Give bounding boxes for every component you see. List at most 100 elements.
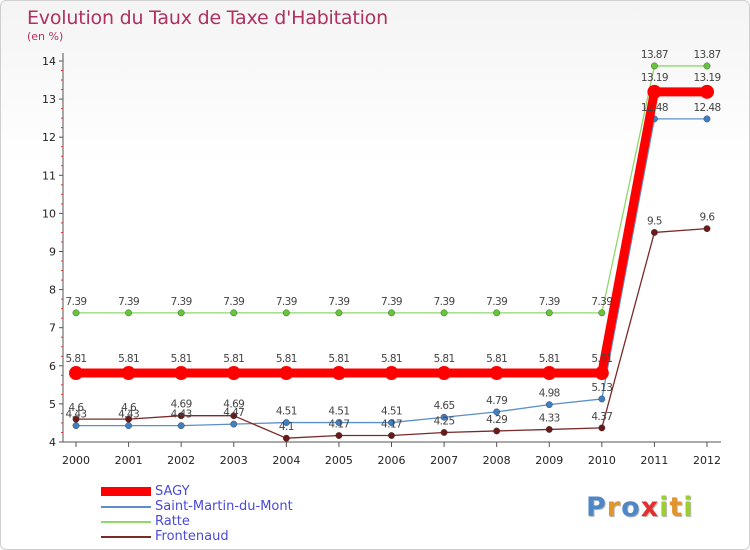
legend-swatch [101,487,151,496]
data-point-sagy [647,85,661,99]
data-point-saint-martin-du-mont [125,422,131,428]
data-label-ratte: 7.39 [328,296,349,308]
x-tick-label: 2011 [640,454,668,467]
data-label-saint-martin-du-mont: 5.13 [591,382,612,394]
legend-label: Saint-Martin-du-Mont [155,499,293,514]
data-point-saint-martin-du-mont [599,396,605,402]
logo-letter: x [641,492,659,523]
data-label-frontenaud: 9.6 [700,212,716,224]
data-label-ratte: 7.39 [118,296,139,308]
data-label-frontenaud: 4.69 [223,399,244,411]
data-point-ratte [73,310,79,316]
legend-swatch [101,536,151,538]
x-tick-label: 2001 [115,454,143,467]
y-tick-label: 4 [49,436,56,449]
y-tick-label: 6 [49,360,56,373]
data-label-frontenaud: 4.17 [381,419,402,431]
y-tick-label: 11 [42,169,56,182]
data-point-sagy [542,366,556,380]
data-label-ratte: 7.39 [434,296,455,308]
x-tick-label: 2005 [325,454,353,467]
data-label-sagy: 5.81 [276,353,297,365]
x-tick-label: 2009 [535,454,563,467]
legend-label: SAGY [155,484,190,499]
data-label-sagy: 5.81 [118,353,139,365]
legend-swatch [101,521,151,523]
logo-letter: i [683,492,693,523]
data-point-sagy [490,366,504,380]
y-tick-label: 5 [49,398,56,411]
data-label-frontenaud: 4.69 [171,399,192,411]
x-tick-label: 2004 [272,454,300,467]
data-point-frontenaud [441,429,447,435]
data-point-sagy [174,366,188,380]
data-point-saint-martin-du-mont [546,401,552,407]
data-point-ratte [388,310,394,316]
y-tick-label: 7 [49,322,56,335]
logo-letter: P [586,492,607,523]
data-point-sagy [122,366,136,380]
data-point-ratte [178,310,184,316]
data-point-sagy [227,366,241,380]
data-point-ratte [336,310,342,316]
data-label-ratte: 7.39 [171,296,192,308]
legend-swatch [101,506,151,508]
data-point-frontenaud [493,428,499,434]
data-label-sagy: 5.81 [591,353,612,365]
data-point-sagy [69,366,83,380]
data-point-sagy [385,366,399,380]
data-label-ratte: 7.39 [66,296,87,308]
data-label-saint-martin-du-mont: 4.79 [486,395,507,407]
data-point-frontenaud [336,432,342,438]
data-label-sagy: 5.81 [171,353,192,365]
x-tick-label: 2012 [693,454,721,467]
proxiti-logo: Proxiti [586,492,694,523]
legend-label: Frontenaud [155,529,229,544]
data-label-frontenaud: 4.6 [121,402,137,414]
data-label-frontenaud: 4.6 [69,402,85,414]
data-point-frontenaud [283,435,289,441]
data-label-saint-martin-du-mont: 4.51 [328,406,349,418]
data-point-sagy [332,366,346,380]
data-label-sagy: 5.81 [486,353,507,365]
logo-letter: o [621,492,641,523]
data-label-saint-martin-du-mont: 4.51 [381,406,402,418]
data-label-ratte: 7.39 [539,296,560,308]
data-label-sagy: 5.81 [539,353,560,365]
data-point-saint-martin-du-mont [73,422,79,428]
data-label-sagy: 5.81 [434,353,455,365]
y-tick-label: 10 [42,207,56,220]
series-line-ratte [76,66,707,313]
data-point-ratte [599,310,605,316]
data-point-saint-martin-du-mont [178,422,184,428]
data-point-saint-martin-du-mont [231,421,237,427]
data-label-sagy: 13.19 [693,72,720,84]
logo-letter: r [607,492,621,523]
data-label-frontenaud: 4.17 [328,419,349,431]
data-point-sagy [700,85,714,99]
data-label-saint-martin-du-mont: 4.51 [276,406,297,418]
x-tick-label: 2006 [378,454,406,467]
data-point-ratte [283,310,289,316]
data-label-frontenaud: 4.1 [279,421,294,433]
data-point-frontenaud [546,426,552,432]
data-point-ratte [441,310,447,316]
data-point-sagy [595,366,609,380]
data-label-ratte: 7.39 [276,296,297,308]
line-chart: 45678910111213142000 2001 2002 2003 2004 2005… [1,1,749,549]
data-label-sagy: 13.19 [641,72,668,84]
data-label-saint-martin-du-mont: 12.48 [693,102,720,114]
data-label-frontenaud: 4.29 [486,414,507,426]
data-point-ratte [231,310,237,316]
x-tick-label: 2008 [483,454,511,467]
data-point-ratte [125,310,131,316]
data-point-ratte [546,310,552,316]
logo-letter: t [669,492,683,523]
data-label-frontenaud: 9.5 [647,215,662,227]
series-line-sagy [76,92,707,373]
x-tick-label: 2003 [220,454,248,467]
data-point-ratte [493,310,499,316]
data-label-frontenaud: 4.33 [539,412,560,424]
data-label-ratte: 7.39 [486,296,507,308]
data-label-sagy: 5.81 [381,353,402,365]
